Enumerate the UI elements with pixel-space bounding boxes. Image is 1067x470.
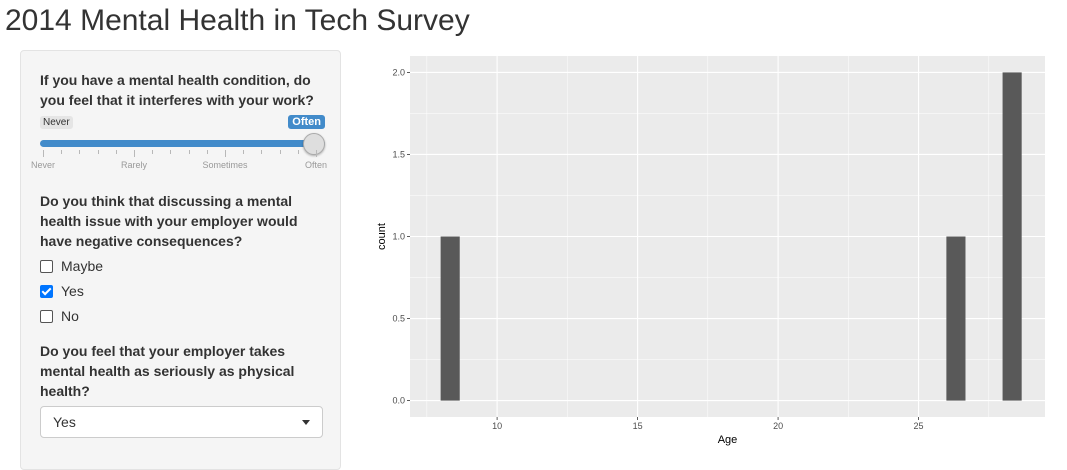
slider-major-tick xyxy=(43,150,44,157)
y-tick-label: 1.5 xyxy=(392,149,405,159)
slider-minor-tick xyxy=(206,150,208,154)
x-axis-title: Age xyxy=(718,434,738,446)
checkbox-yes-label: Yes xyxy=(61,283,84,299)
slider-min-label: Never xyxy=(40,116,73,129)
slider-minor-tick xyxy=(279,150,281,154)
slider-handle[interactable] xyxy=(303,133,325,155)
chart-svg: 10 15 20 25 0.0 0.5 1.0 1.5 2.0 Age count xyxy=(376,56,1045,446)
checkbox-yes-box[interactable] xyxy=(40,284,53,298)
seriously-select-value: Yes xyxy=(53,414,76,430)
checkbox-no-label: No xyxy=(61,308,79,324)
chevron-down-icon xyxy=(302,420,310,425)
slider-minor-tick xyxy=(79,150,81,154)
checkbox-maybe[interactable]: Maybe xyxy=(40,258,103,274)
slider-minor-tick xyxy=(97,150,99,154)
y-axis-title: count xyxy=(376,223,388,250)
x-tick-label: 10 xyxy=(492,421,502,431)
slider-minor-tick xyxy=(261,150,263,154)
checkbox-maybe-box[interactable] xyxy=(40,259,53,273)
slider-tick-label: Never xyxy=(30,160,56,170)
slider-track[interactable] xyxy=(40,140,325,147)
slider-minor-tick xyxy=(115,150,117,154)
checkbox-yes[interactable]: Yes xyxy=(40,283,84,299)
x-tick-label: 20 xyxy=(773,421,783,431)
x-tick-label: 15 xyxy=(633,421,643,431)
slider-minor-tick xyxy=(152,150,154,154)
slider-tick-label: Sometimes xyxy=(202,160,248,170)
histogram-bar xyxy=(946,236,966,401)
y-tick-label: 2.0 xyxy=(392,67,405,77)
slider-major-tick xyxy=(134,150,135,157)
checkbox-no-box[interactable] xyxy=(40,309,53,323)
y-tick-label: 0.0 xyxy=(392,396,405,406)
seriously-select[interactable]: Yes xyxy=(40,406,323,438)
interferes-slider[interactable]: Never Often Never Rarely Sometimes Often xyxy=(31,115,328,175)
y-tick-label: 0.5 xyxy=(392,314,405,324)
histogram-bar xyxy=(1002,72,1022,401)
slider-minor-tick xyxy=(170,150,172,154)
histogram-bar xyxy=(440,236,460,401)
slider-major-tick xyxy=(316,150,317,157)
slider-minor-tick xyxy=(243,150,245,154)
x-tick-label: 25 xyxy=(914,421,924,431)
page-title: 2014 Mental Health in Tech Survey xyxy=(5,4,470,37)
slider-major-tick xyxy=(225,150,226,157)
slider-value-label: Often xyxy=(288,115,325,129)
checkbox-maybe-label: Maybe xyxy=(61,258,104,274)
slider-minor-tick xyxy=(61,150,63,154)
question-consequences-label: Do you think that discussing a mental he… xyxy=(40,193,298,249)
checkbox-no[interactable]: No xyxy=(40,308,79,324)
question-seriously-label: Do you feel that your employer takes men… xyxy=(40,343,295,399)
question-interferes-label: If you have a mental health condition, d… xyxy=(40,72,314,108)
slider-minor-tick xyxy=(297,150,299,154)
slider-tick-label: Often xyxy=(304,160,328,170)
slider-minor-tick xyxy=(188,150,190,154)
slider-tick-label: Rarely xyxy=(120,160,148,170)
sidebar-panel: If you have a mental health condition, d… xyxy=(20,50,341,470)
age-histogram: 10 15 20 25 0.0 0.5 1.0 1.5 2.0 Age count xyxy=(360,50,1060,456)
y-tick-label: 1.0 xyxy=(392,232,405,242)
